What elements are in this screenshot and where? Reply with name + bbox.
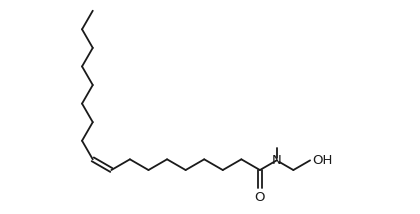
Text: OH: OH bbox=[312, 154, 332, 167]
Text: N: N bbox=[272, 154, 281, 167]
Text: O: O bbox=[255, 191, 265, 204]
